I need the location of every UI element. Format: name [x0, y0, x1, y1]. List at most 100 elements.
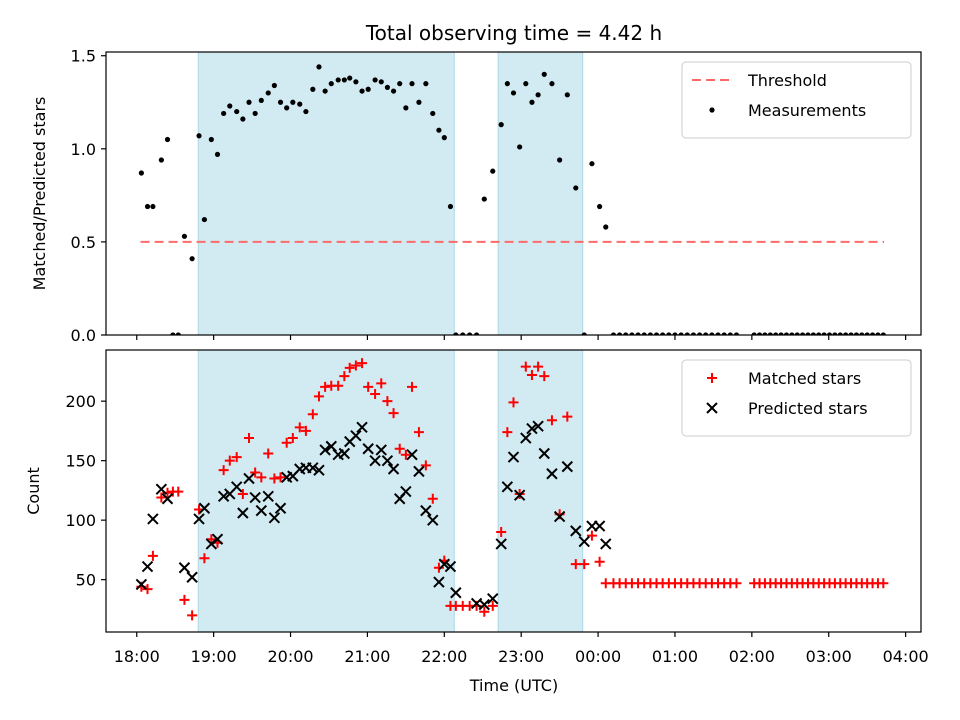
top-series-0-point [189, 256, 195, 262]
bottom-panel-frame [105, 349, 922, 633]
top-series-0-point [372, 77, 378, 83]
top-series-0-point [316, 64, 322, 70]
top-series-0-point [783, 332, 790, 335]
top-series-0-point [666, 332, 672, 335]
top-y-tick-label: 0.0 [71, 326, 96, 345]
top-series-0-point [221, 110, 227, 117]
bottom-series-0-point [333, 380, 344, 391]
bottom-series-1-point [381, 454, 394, 467]
bottom-series-0-point [586, 530, 597, 541]
top-series-0-point [727, 332, 733, 335]
bottom-series-0-point [344, 362, 355, 373]
top-series-0-point [322, 88, 328, 94]
bottom-series-1-point [513, 489, 526, 501]
top-series-0-point [271, 82, 277, 89]
bottom-series-0-point [376, 378, 387, 389]
top-series-0-point [138, 170, 144, 176]
top-series-0-point [158, 157, 164, 163]
bottom-series-0-point [570, 559, 581, 570]
bottom-series-0-point [287, 433, 298, 444]
bottom-series-1-point [532, 420, 544, 432]
bottom-series-0-point [339, 371, 350, 382]
top-series-0-point [447, 203, 454, 210]
top-series-0-point [721, 332, 727, 335]
top-series-0-point [799, 332, 806, 335]
bottom-series-1-point [338, 447, 351, 460]
bottom-series-0-point [407, 381, 418, 392]
top-series-0-point [416, 99, 422, 105]
x-tick-label: 18:00 [114, 647, 160, 666]
bottom-legend: Matched stars Predicted stars [681, 359, 912, 437]
bottom-series-0-point [256, 472, 267, 483]
bottom-series-1-point [350, 429, 362, 442]
bottom-series-1-point [501, 481, 514, 493]
top-series-0-point [453, 332, 459, 335]
bottom-series-1-point [369, 454, 381, 467]
top-y-tick-label: 1.0 [71, 140, 96, 159]
top-series-0-point [864, 332, 870, 335]
bottom-series-1-point [211, 533, 224, 545]
top-series-0-point [821, 332, 827, 335]
top-series-0-point [672, 332, 678, 335]
bottom-series-1-point [553, 510, 566, 523]
bottom-series-1-point [237, 507, 249, 519]
top-series-0-point [564, 92, 570, 98]
bottom-series-1-point [255, 504, 268, 517]
bottom-series-1-point [487, 592, 499, 605]
top-series-0-point [523, 81, 529, 87]
top-series-0-point [853, 332, 860, 335]
top-series-0-point [265, 90, 271, 96]
top-series-0-point [848, 332, 854, 335]
bottom-series-1-point [450, 587, 462, 599]
top-series-0-point [767, 332, 773, 335]
bottom-series-1-point [161, 493, 174, 505]
x-axis: 18:00 19:00 20:00 21:00 22:00 23:00 00:00 01:00… [114, 647, 929, 666]
bottom-series-1-point [198, 502, 211, 514]
bottom-series-1-point [438, 558, 451, 570]
bottom-series-0-point [231, 452, 242, 463]
top-series-0-point [794, 332, 800, 335]
top-series-0-point [181, 233, 188, 239]
bottom-series-0-point [218, 465, 229, 476]
top-series-0-point [481, 196, 487, 202]
top-series-0-point [869, 332, 876, 335]
bottom-series-1-point [546, 468, 558, 480]
top-series-0-point [341, 77, 347, 83]
bottom-series-1-point [375, 444, 387, 456]
legend-marker-swatch [706, 402, 718, 414]
x-tick-label: 02:00 [729, 647, 775, 666]
bottom-series-0-point [502, 427, 513, 438]
bottom-series-1-point [262, 490, 274, 503]
top-series-0-point [762, 332, 768, 335]
legend-box [681, 359, 912, 437]
bottom-series-0-point [187, 610, 198, 621]
top-series-0-point [875, 332, 881, 335]
top-series-0-point [290, 99, 296, 105]
x-tick-label: 00:00 [575, 647, 621, 666]
bottom-series-1-point [249, 491, 261, 504]
top-series-0-point [310, 86, 316, 92]
observing-window-span [197, 349, 455, 633]
top-y-tick-label: 1.5 [71, 47, 96, 66]
bottom-series-0-point [263, 448, 274, 459]
top-legend: Threshold Measurements [681, 61, 912, 139]
bottom-series-0-point [147, 550, 158, 561]
legend-label: Matched stars [748, 369, 861, 388]
bottom-series-1-point [147, 513, 159, 525]
top-series-0-point [684, 332, 690, 335]
top-series-0-point [690, 332, 697, 335]
top-series-0-point [423, 81, 429, 87]
top-series-0-point [347, 75, 353, 81]
top-series-0-point [175, 332, 181, 335]
bottom-series-1-point [217, 490, 230, 503]
top-series-0-point [696, 332, 703, 335]
top-series-0-point [214, 151, 221, 158]
top-series-0-point [144, 203, 151, 210]
legend-marker-swatch [709, 107, 715, 113]
bottom-series-0-point [142, 584, 153, 595]
top-series-0-point [436, 127, 442, 133]
bottom-series-0-point [382, 396, 393, 407]
bottom-series-0-point [562, 411, 573, 422]
top-series-0-point [196, 133, 202, 139]
bottom-series-0-point [427, 493, 438, 504]
